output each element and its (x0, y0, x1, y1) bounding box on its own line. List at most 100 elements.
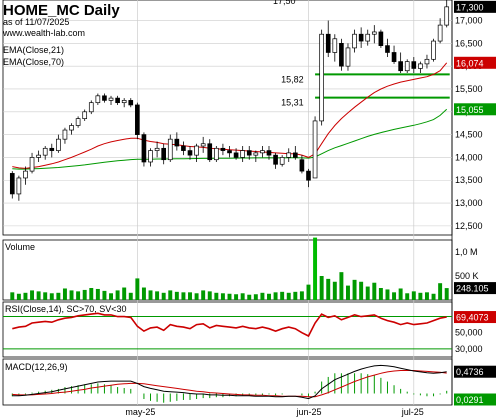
candle-body (233, 152, 239, 158)
volume-bar (95, 288, 100, 300)
candle-body (444, 6, 450, 26)
volume-bar (102, 290, 107, 300)
month-label: jul-25 (401, 407, 424, 417)
macd-last-label: 0,4736 (456, 367, 484, 377)
candle-body (411, 61, 417, 69)
candle-body (115, 97, 120, 104)
candle-body (325, 33, 331, 53)
price-tick-label: 15,500 (455, 84, 483, 94)
support-label: 15,31 (281, 98, 304, 108)
volume-bar (194, 293, 199, 300)
ema21-legend: EMA(Close,21) (3, 45, 65, 55)
volume-bar (398, 288, 403, 300)
macd-hist-last-label: 0,0291 (456, 395, 484, 405)
rsi-line (12, 312, 447, 338)
volume-bar (240, 293, 245, 300)
volume-bar (405, 293, 410, 300)
candle-body (404, 61, 410, 72)
support-label: 15,82 (281, 74, 304, 84)
volume-bar (43, 292, 48, 300)
volume-bar (431, 293, 436, 300)
candle-body (148, 150, 153, 163)
ema70-legend: EMA(Close,70) (3, 57, 65, 67)
price-tick-label: 13,500 (455, 175, 483, 185)
volume-bar (253, 294, 258, 300)
candle-body (220, 147, 226, 151)
volume-bar (36, 291, 41, 300)
volume-bar (418, 292, 423, 300)
volume-bar (220, 293, 225, 300)
volume-bar (326, 278, 331, 300)
candle-body (418, 63, 423, 69)
volume-bar (378, 288, 383, 300)
candle-body (319, 33, 324, 122)
volume-bar (444, 288, 449, 300)
volume-bar (313, 237, 318, 300)
candle-body (398, 61, 403, 72)
candle-body (108, 97, 114, 101)
last-price-label: 17,300 (456, 2, 484, 12)
volume-bar (411, 291, 416, 300)
candle-body (154, 147, 160, 151)
candle-body (181, 145, 186, 151)
volume-bar (286, 292, 291, 300)
volume-bar (293, 291, 298, 300)
candle-body (299, 159, 305, 172)
volume-bar (181, 292, 186, 300)
volume-bar (214, 292, 219, 300)
volume-bar (10, 292, 15, 300)
volume-bar (23, 292, 28, 300)
candle-body (332, 38, 338, 53)
candle-body (174, 138, 180, 147)
macd-panel (2, 358, 453, 406)
ema70-value-label: 15,055 (456, 105, 484, 115)
volume-title: Volume (5, 242, 35, 252)
candle-body (214, 147, 219, 161)
ema70-line (12, 108, 448, 170)
volume-bar (109, 293, 113, 300)
price-top-tick-label: 17,50 (273, 0, 296, 6)
candle-body (246, 150, 252, 156)
volume-bar (115, 290, 120, 300)
candle-body (128, 100, 134, 106)
volume-bar (234, 294, 239, 300)
candle-body (279, 157, 285, 165)
macd-signal-line (12, 370, 447, 398)
rsi-tick-label: 50,000 (455, 328, 483, 338)
candle-body (312, 120, 318, 179)
volume-bar (392, 292, 397, 300)
price-tick-label: 14,000 (455, 152, 483, 162)
candle-body (42, 147, 48, 156)
price-tick-label: 17,000 (455, 16, 483, 26)
volume-bar (56, 292, 61, 300)
candle-body (62, 129, 68, 140)
volume-bar (30, 290, 35, 300)
candle-body (16, 177, 22, 195)
volume-bar (161, 292, 166, 300)
volume-bar (319, 276, 324, 300)
volume-bar (207, 291, 212, 300)
volume-bar (306, 284, 311, 300)
volume-bar (260, 292, 265, 300)
volume-tick-label: 1,0 M (455, 247, 478, 257)
candle-body (69, 125, 74, 131)
candle-body (352, 33, 357, 49)
volume-bar (16, 293, 21, 300)
candle-body (161, 147, 167, 161)
candle-body (227, 150, 232, 154)
volume-last-label-box (454, 282, 496, 295)
volume-tick-label: 500 K (455, 271, 479, 281)
volume-bar (299, 291, 304, 300)
candle-body (437, 24, 443, 42)
candle-body (82, 111, 88, 119)
candle-body (431, 40, 436, 60)
vol-panel (2, 239, 453, 301)
candle-body (306, 170, 311, 181)
volume-bar (155, 291, 160, 300)
candle-body (75, 118, 81, 126)
candle-body (292, 152, 298, 158)
candle-body (36, 154, 41, 158)
candle-body (167, 138, 173, 161)
volume-bar (76, 291, 81, 300)
